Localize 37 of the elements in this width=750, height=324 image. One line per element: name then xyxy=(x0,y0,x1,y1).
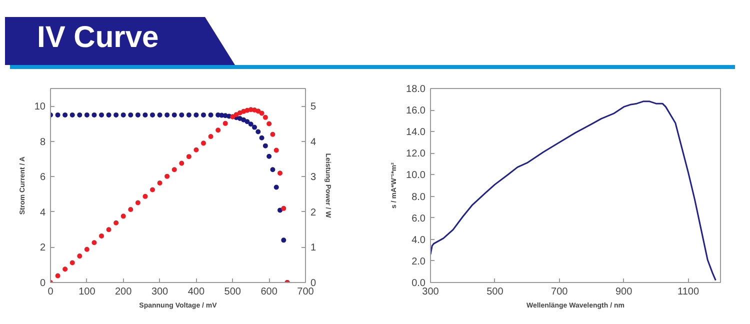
y-tick-label: 2 xyxy=(40,242,46,254)
x-tick-label: 500 xyxy=(486,286,504,298)
x-tick-label: 300 xyxy=(422,286,440,298)
y-tick-label: 4.0 xyxy=(412,234,426,246)
y-tick-label: 0.0 xyxy=(412,278,426,289)
y-tick-label: 10.0 xyxy=(406,170,426,182)
x-tick-label: 100 xyxy=(78,286,96,298)
x-tick-label: 0 xyxy=(48,286,54,298)
picture-banner: IV Curve xyxy=(5,5,745,67)
y2-tick-label: 1 xyxy=(310,242,316,254)
y-tick-label: 0 xyxy=(40,278,46,289)
y-tick-label: 6.0 xyxy=(412,213,426,224)
y-tick-label: 12.0 xyxy=(406,148,426,160)
y-tick-label: 2.0 xyxy=(412,256,426,268)
x-tick-label: 700 xyxy=(551,286,568,298)
x-tick-label: 700 xyxy=(297,286,314,298)
chart-title: IV Curve xyxy=(37,21,159,55)
y-tick-label: 10 xyxy=(34,102,46,113)
y2-tick-label: 4 xyxy=(310,136,316,148)
x-tick-label: 900 xyxy=(615,286,633,298)
y-tick-label: 14.0 xyxy=(406,127,426,138)
y-tick-label: 16.0 xyxy=(406,106,426,117)
y-tick-label: 18.0 xyxy=(406,84,426,95)
x-tick-label: 400 xyxy=(188,286,205,298)
y-tick-label: 8 xyxy=(40,136,46,148)
y2-tick-label: 5 xyxy=(310,102,316,113)
x-tick-label: 300 xyxy=(151,286,169,298)
y2-tick-label: 0 xyxy=(310,278,316,289)
x-tick-label: 500 xyxy=(224,286,242,298)
y-tick-label: 8.0 xyxy=(412,192,426,203)
y-tick-label: 4 xyxy=(40,207,46,218)
x-tick-label: 600 xyxy=(260,286,278,298)
y2-tick-label: 2 xyxy=(310,207,316,218)
x-tick-label: 1100 xyxy=(678,286,700,298)
y2-tick-label: 3 xyxy=(310,172,316,184)
x-tick-label: 200 xyxy=(115,286,132,298)
y-tick-label: 6 xyxy=(40,172,46,184)
